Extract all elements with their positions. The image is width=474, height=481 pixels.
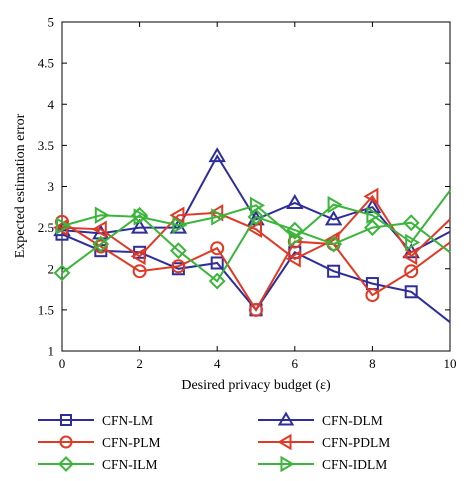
data-point xyxy=(208,272,226,290)
data-point xyxy=(211,208,227,226)
x-tick-label: 6 xyxy=(292,356,299,371)
x-tick-label: 0 xyxy=(59,356,66,371)
legend-label: CFN-LM xyxy=(102,413,153,428)
y-tick-label: 3 xyxy=(48,179,55,194)
series-line xyxy=(61,221,451,312)
data-point xyxy=(325,235,343,253)
plot-frame xyxy=(61,21,451,352)
series-cfn-lm xyxy=(55,227,451,323)
data-point xyxy=(277,433,292,451)
data-point xyxy=(210,256,224,270)
series-cfn-ilm xyxy=(53,206,451,290)
data-point xyxy=(247,208,265,226)
data-point xyxy=(132,264,147,279)
data-point xyxy=(208,147,226,163)
legend-item: CFN-PLM xyxy=(38,435,161,450)
legend-label: CFN-IDLM xyxy=(322,457,387,472)
y-axis-label: Expected estimation error xyxy=(13,113,28,258)
data-point xyxy=(169,206,185,225)
data-point xyxy=(286,193,304,209)
data-point xyxy=(277,411,295,426)
x-tick-label: 10 xyxy=(444,356,457,371)
legend-label: CFN-PDLM xyxy=(322,435,390,450)
data-point xyxy=(250,196,265,215)
data-point xyxy=(402,247,418,266)
data-point xyxy=(363,187,379,206)
legend-label: CFN-PLM xyxy=(102,435,161,450)
data-point xyxy=(405,233,421,252)
data-point xyxy=(171,259,186,274)
series-layer xyxy=(53,147,451,323)
data-point xyxy=(249,302,263,317)
data-point xyxy=(92,235,110,253)
series-cfn-idlm xyxy=(56,190,451,252)
legend-item: CFN-PDLM xyxy=(258,433,390,451)
data-point xyxy=(404,285,418,299)
x-tick-label: 2 xyxy=(136,356,143,371)
y-tick-label: 3.5 xyxy=(38,138,54,153)
data-point xyxy=(327,264,341,278)
legend-item: CFN-ILM xyxy=(38,456,158,472)
axis-ticks: 0 2 4 6 8 10 1 1.5 2 2.5 3 3.5 4 4.5 5 xyxy=(38,15,457,372)
y-tick-label: 1 xyxy=(48,344,55,359)
series-line xyxy=(61,154,451,254)
y-tick-label: 4.5 xyxy=(38,56,54,71)
data-point xyxy=(56,217,71,235)
x-tick-label: 8 xyxy=(369,356,376,371)
data-point xyxy=(363,219,381,237)
data-point xyxy=(133,208,149,226)
data-point xyxy=(172,216,188,234)
legend-item: CFN-DLM xyxy=(258,411,383,428)
data-point xyxy=(93,239,108,254)
legend-item: CFN-IDLM xyxy=(258,455,387,473)
y-tick-label: 1.5 xyxy=(38,302,54,317)
series-line xyxy=(61,194,451,261)
legend-item: CFN-LM xyxy=(38,413,153,428)
data-point xyxy=(130,218,149,234)
x-axis-label: Desired privacy budget (ε) xyxy=(181,378,331,393)
y-tick-label: 2.5 xyxy=(38,220,54,235)
data-point xyxy=(366,206,382,225)
data-point xyxy=(210,241,225,256)
y-tick-label: 5 xyxy=(48,15,55,30)
data-point xyxy=(169,242,187,260)
data-point xyxy=(130,247,146,266)
legend: CFN-LM CFN-DLM CFN-PLM CFN-PDLM CFN-ILM CFN-I… xyxy=(38,411,390,473)
data-point xyxy=(327,195,343,214)
y-tick-label: 2 xyxy=(48,261,55,276)
y-tick-label: 4 xyxy=(48,97,55,112)
data-point xyxy=(285,250,301,268)
data-point xyxy=(324,210,343,226)
series-line xyxy=(61,190,451,244)
data-point xyxy=(91,220,107,239)
data-point xyxy=(280,455,295,473)
data-point xyxy=(288,229,304,248)
series-line xyxy=(61,214,451,283)
series-cfn-dlm xyxy=(53,147,451,259)
legend-label: CFN-ILM xyxy=(102,457,158,472)
data-point xyxy=(402,214,420,232)
x-tick-label: 4 xyxy=(214,356,221,371)
data-point xyxy=(58,456,74,472)
data-point xyxy=(404,264,419,279)
data-point xyxy=(94,206,110,225)
data-point xyxy=(53,264,71,282)
data-point xyxy=(365,288,380,303)
data-point xyxy=(60,414,72,426)
data-point xyxy=(59,435,73,449)
legend-label: CFN-DLM xyxy=(322,413,383,428)
data-point xyxy=(247,220,262,239)
